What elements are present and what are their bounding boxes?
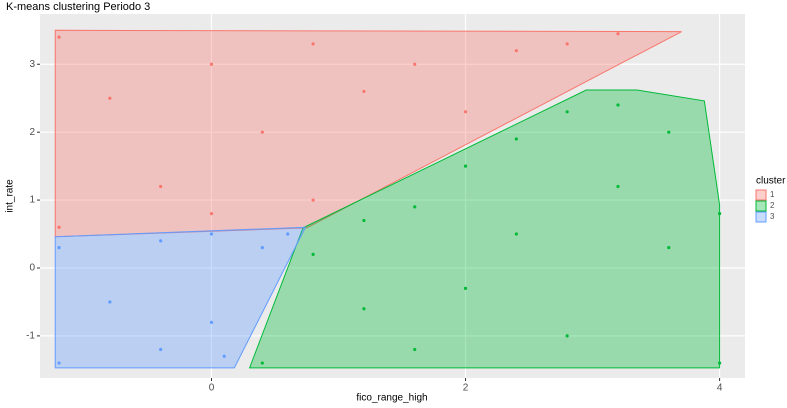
point: [463, 164, 468, 168]
legend-key: [755, 189, 767, 201]
point: [57, 246, 61, 250]
legend-label: 2: [770, 201, 775, 210]
y-tick-label: 1: [29, 195, 35, 206]
point: [717, 361, 722, 365]
point: [667, 130, 671, 134]
plot-background: [40, 14, 745, 378]
point: [260, 361, 264, 365]
point: [717, 212, 722, 216]
point: [667, 246, 671, 250]
point: [159, 347, 163, 352]
y-tick-label: 0: [29, 263, 35, 274]
point: [57, 361, 61, 365]
point: [362, 307, 366, 311]
point: [565, 42, 569, 46]
cluster-hull: [248, 89, 721, 369]
point: [463, 110, 468, 114]
point: [616, 32, 620, 36]
y-tick-label: -1: [26, 331, 35, 342]
point: [222, 354, 226, 358]
point: [57, 35, 61, 39]
chart-title: K-means clustering Periodo 3: [6, 1, 150, 13]
point: [413, 62, 417, 66]
point: [209, 232, 214, 236]
point: [616, 184, 620, 189]
point: [209, 62, 214, 66]
point: [616, 103, 620, 107]
point: [57, 225, 61, 229]
x-tick-label: 0: [209, 383, 215, 394]
point: [514, 49, 518, 53]
point: [413, 205, 417, 209]
point: [362, 218, 366, 223]
point: [286, 232, 290, 236]
legend-label: 3: [770, 212, 775, 221]
point: [311, 42, 315, 46]
point: [565, 334, 569, 338]
point: [311, 252, 315, 257]
point: [108, 96, 112, 100]
legend-title: cluster: [756, 176, 786, 187]
cluster-hull: [54, 226, 307, 369]
legend-key: [755, 200, 767, 212]
point: [209, 320, 214, 324]
legend-label: 1: [770, 190, 775, 199]
point: [209, 212, 214, 216]
legend-key: [755, 211, 767, 223]
x-axis-label: fico_range_high: [356, 393, 427, 404]
x-tick-label: 2: [463, 383, 469, 394]
point: [362, 89, 366, 94]
y-tick-label: 2: [29, 127, 35, 138]
point: [311, 198, 315, 202]
point: [159, 239, 163, 243]
y-tick-label: 3: [29, 59, 35, 70]
x-tick-label: 4: [717, 383, 723, 394]
point: [260, 130, 264, 134]
point: [159, 184, 163, 189]
point: [463, 286, 468, 290]
point: [514, 232, 518, 236]
point: [514, 137, 518, 141]
point: [108, 300, 112, 304]
cluster-hull: [54, 29, 682, 238]
point: [565, 110, 569, 114]
point: [413, 347, 417, 352]
point: [260, 246, 264, 250]
y-axis-label: int_rate: [5, 179, 16, 213]
